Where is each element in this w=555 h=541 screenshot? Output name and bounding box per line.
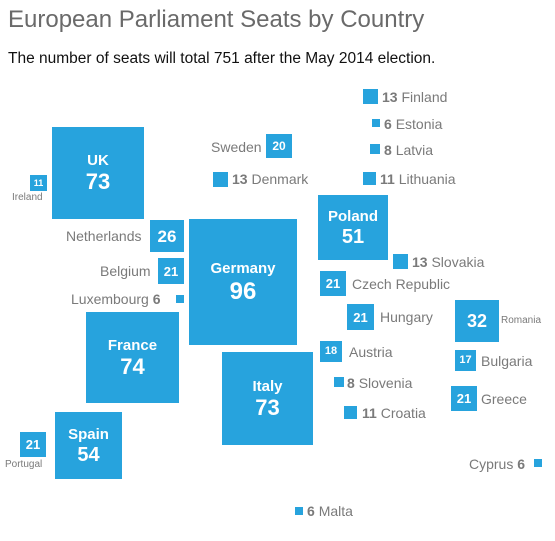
seats-malta: 6 bbox=[307, 503, 315, 519]
square-slovakia bbox=[393, 254, 408, 269]
name-luxembourg: Luxembourg bbox=[71, 291, 149, 307]
square-italy: Italy 73 bbox=[222, 352, 313, 445]
square-uk: UK 73 bbox=[52, 127, 144, 219]
seats-romania: 32 bbox=[466, 311, 488, 331]
square-lithuania bbox=[363, 172, 376, 185]
square-slovenia bbox=[334, 377, 344, 387]
label-cyprus: Cyprus 6 bbox=[469, 457, 525, 471]
seats-greece: 21 bbox=[456, 391, 472, 406]
label-romania: Romania bbox=[501, 315, 542, 326]
country-name-france: France bbox=[107, 336, 158, 354]
square-belgium: 21 bbox=[158, 258, 184, 284]
seats-cyprus: 6 bbox=[517, 456, 526, 472]
square-czech: 21 bbox=[320, 271, 346, 296]
page-subtitle: The number of seats will total 751 after… bbox=[8, 50, 436, 67]
label-hungary: Hungary bbox=[380, 309, 433, 325]
country-name-italy: Italy bbox=[252, 377, 283, 395]
name-malta: Malta bbox=[318, 503, 353, 519]
label-denmark: 13 Denmark bbox=[232, 172, 308, 186]
square-france: France 74 bbox=[86, 312, 179, 403]
name-estonia: Estonia bbox=[395, 116, 443, 132]
label-portugal: Portugal bbox=[5, 459, 43, 470]
label-sweden: Sweden bbox=[211, 139, 262, 155]
square-luxembourg bbox=[176, 295, 184, 303]
square-denmark bbox=[213, 172, 228, 187]
label-greece: Greece bbox=[481, 391, 527, 407]
square-cyprus bbox=[534, 459, 542, 467]
name-latvia: Latvia bbox=[395, 142, 434, 158]
seats-austria: 18 bbox=[324, 345, 338, 357]
square-ireland: 11 bbox=[30, 175, 47, 191]
name-lithuania: Lithuania bbox=[398, 171, 456, 187]
seats-ireland: 11 bbox=[33, 177, 44, 188]
square-latvia bbox=[370, 144, 380, 154]
label-malta: 6 Malta bbox=[307, 504, 353, 518]
name-denmark: Denmark bbox=[251, 171, 309, 187]
seats-netherlands: 26 bbox=[157, 226, 177, 246]
square-germany: Germany 96 bbox=[189, 219, 297, 345]
seats-lithuania: 11 bbox=[380, 171, 395, 187]
square-greece: 21 bbox=[451, 386, 477, 411]
seats-spain: 54 bbox=[77, 443, 100, 466]
square-sweden: 20 bbox=[266, 134, 292, 158]
seats-slovenia: 8 bbox=[347, 375, 355, 391]
page-title: European Parliament Seats by Country bbox=[8, 6, 425, 33]
label-slovenia: 8 Slovenia bbox=[347, 376, 412, 390]
label-ireland: Ireland bbox=[12, 192, 43, 203]
label-belgium: Belgium bbox=[100, 263, 151, 279]
seats-germany: 96 bbox=[229, 277, 257, 305]
seats-slovakia: 13 bbox=[412, 254, 428, 270]
name-slovenia: Slovenia bbox=[358, 375, 413, 391]
seats-denmark: 13 bbox=[232, 171, 248, 187]
square-croatia bbox=[344, 406, 357, 419]
seats-sweden: 20 bbox=[272, 139, 286, 153]
square-spain: Spain 54 bbox=[55, 412, 122, 479]
seats-latvia: 8 bbox=[384, 142, 392, 158]
label-netherlands: Netherlands bbox=[66, 228, 142, 244]
seats-portugal: 21 bbox=[25, 437, 41, 452]
square-bulgaria: 17 bbox=[455, 350, 476, 371]
seats-czech: 21 bbox=[325, 276, 341, 291]
country-name-uk: UK bbox=[87, 152, 109, 169]
square-estonia bbox=[372, 119, 380, 127]
name-croatia: Croatia bbox=[380, 405, 426, 421]
country-name-germany: Germany bbox=[210, 259, 276, 277]
label-finland: 13 Finland bbox=[382, 90, 447, 104]
square-portugal: 21 bbox=[20, 432, 46, 457]
seats-italy: 73 bbox=[255, 394, 280, 420]
seats-poland: 51 bbox=[341, 225, 365, 248]
label-luxembourg: Luxembourg 6 bbox=[71, 292, 161, 306]
seats-luxembourg: 6 bbox=[152, 291, 161, 307]
label-austria: Austria bbox=[349, 344, 393, 360]
square-poland: Poland 51 bbox=[318, 195, 388, 260]
seats-estonia: 6 bbox=[384, 116, 392, 132]
country-name-spain: Spain bbox=[68, 425, 109, 443]
seats-bulgaria: 17 bbox=[459, 354, 472, 366]
name-finland: Finland bbox=[401, 89, 448, 105]
label-estonia: 6 Estonia bbox=[384, 117, 442, 131]
label-czech: Czech Republic bbox=[352, 276, 451, 292]
label-croatia: 11 Croatia bbox=[362, 406, 426, 420]
seats-france: 74 bbox=[120, 353, 145, 379]
square-romania: 32 bbox=[455, 300, 499, 342]
name-cyprus: Cyprus bbox=[469, 456, 514, 472]
country-name-poland: Poland bbox=[327, 207, 378, 225]
label-slovakia: 13 Slovakia bbox=[412, 255, 484, 269]
square-malta bbox=[295, 507, 303, 515]
seats-croatia: 11 bbox=[362, 405, 377, 421]
square-finland bbox=[363, 89, 378, 104]
square-austria: 18 bbox=[320, 341, 342, 362]
seats-finland: 13 bbox=[382, 89, 398, 105]
square-hungary: 21 bbox=[347, 304, 374, 330]
seats-uk: 73 bbox=[85, 169, 111, 194]
square-netherlands: 26 bbox=[150, 220, 184, 252]
label-latvia: 8 Latvia bbox=[384, 143, 433, 157]
seats-belgium: 21 bbox=[163, 263, 179, 279]
label-lithuania: 11 Lithuania bbox=[380, 172, 456, 186]
seats-hungary: 21 bbox=[353, 309, 368, 325]
name-slovakia: Slovakia bbox=[431, 254, 485, 270]
label-bulgaria: Bulgaria bbox=[481, 353, 533, 369]
